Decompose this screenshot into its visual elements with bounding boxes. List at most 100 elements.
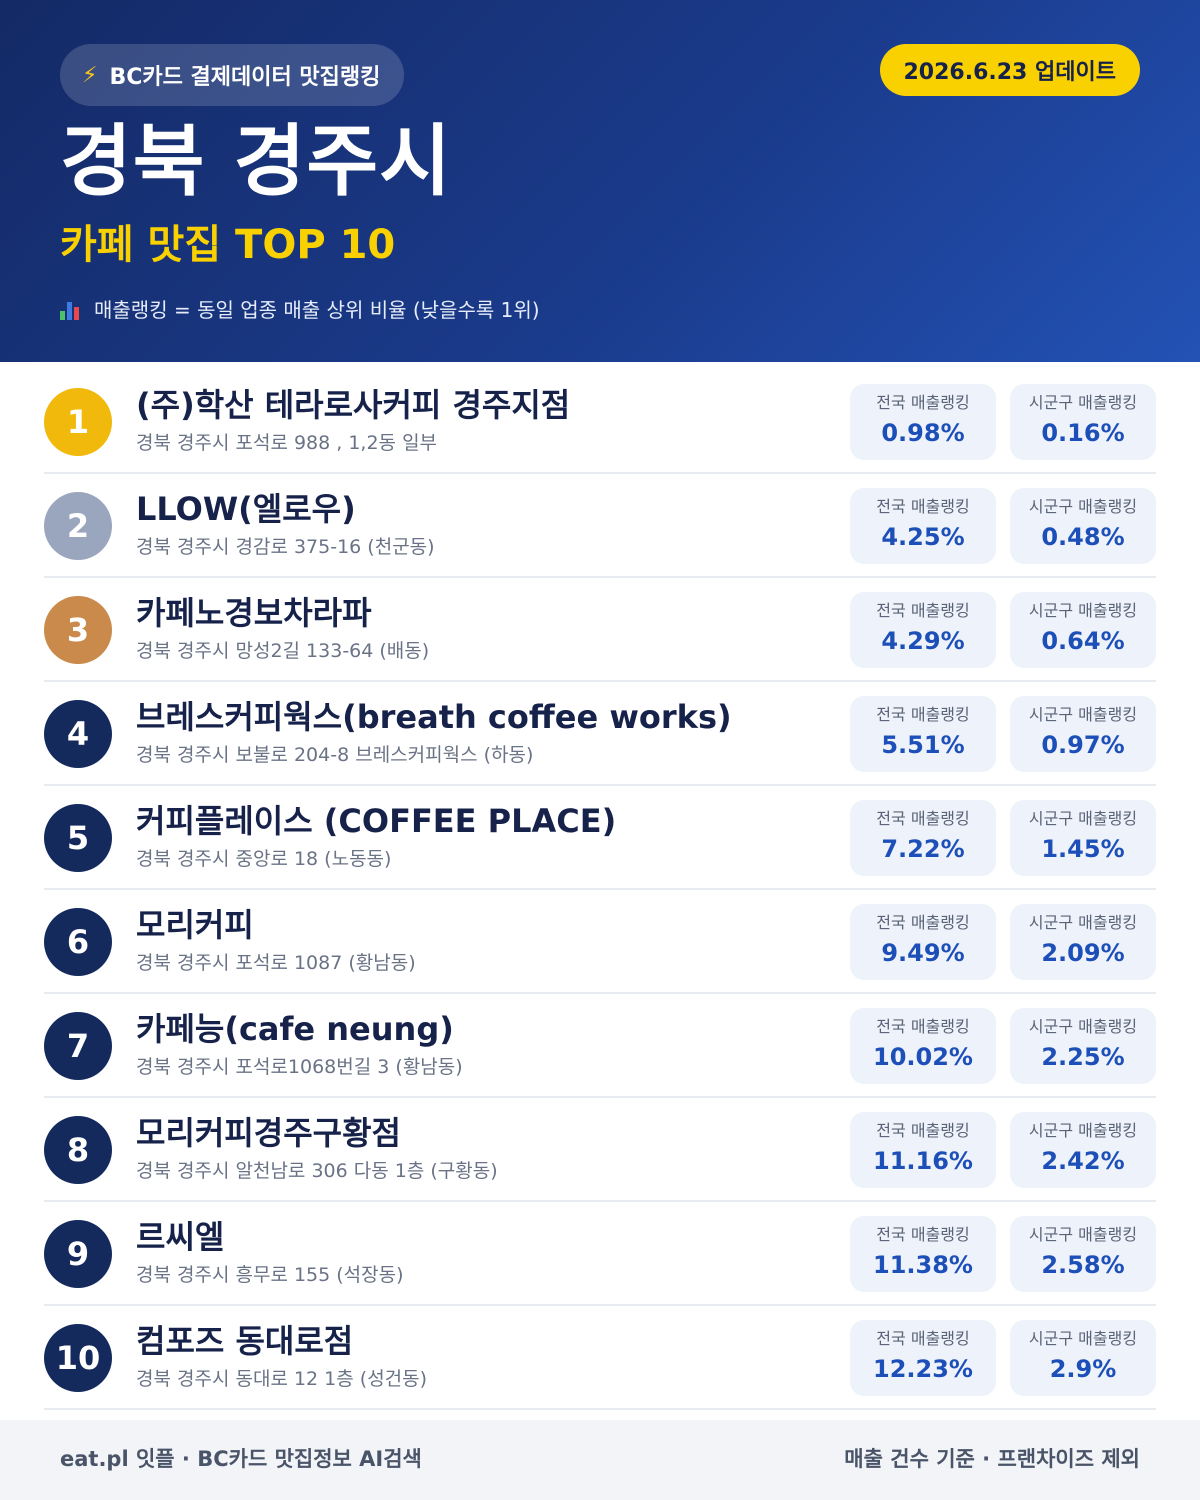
rank-badge: 1 [44,388,112,456]
restaurant-name[interactable]: 모리커피 [136,906,254,944]
restaurant-address: 경북 경주시 포석로 988 , 1,2동 일부 [136,432,438,454]
restaurant-name[interactable]: 카페노경보차라파 [136,594,372,632]
local-rank-label: 시군구 매출랭킹 [1028,393,1138,412]
national-rank-card: 전국 매출랭킹 5.51% [850,696,996,772]
national-rank-value: 11.16% [873,1147,973,1175]
local-rank-label: 시군구 매출랭킹 [1028,601,1138,620]
rank-badge: 6 [44,908,112,976]
bar-chart-icon [60,300,82,320]
local-rank-label: 시군구 매출랭킹 [1028,1225,1138,1244]
local-rank-value: 2.42% [1041,1147,1125,1175]
national-rank-label: 전국 매출랭킹 [876,1225,970,1244]
header-banner: ⚡ BC카드 결제데이터 맛집랭킹 2026.6.23 업데이트 경북 경주시 … [0,0,1200,362]
rank-badge: 7 [44,1012,112,1080]
restaurant-address: 경북 경주시 보불로 204-8 브레스커피웍스 (하동) [136,744,534,766]
local-rank-value: 2.09% [1041,939,1125,967]
ranking-legend-text: 매출랭킹 = 동일 업종 매출 상위 비율 (낮을수록 1위) [94,298,540,322]
local-rank-label: 시군구 매출랭킹 [1028,1017,1138,1036]
footer-source-link[interactable]: eat.pl 잇플 · BC카드 맛집정보 AI검색 [60,1447,422,1471]
list-item[interactable]: 9 르씨엘 경북 경주시 흥무로 155 (석장동) 전국 매출랭킹 11.38… [44,1202,1156,1306]
restaurant-name[interactable]: 모리커피경주구황점 [136,1114,401,1152]
national-rank-value: 10.02% [873,1043,973,1071]
national-rank-label: 전국 매출랭킹 [876,497,970,516]
restaurant-name[interactable]: 컴포즈 동대로점 [136,1322,354,1360]
update-date-badge: 2026.6.23 업데이트 [879,44,1140,96]
local-rank-label: 시군구 매출랭킹 [1028,1121,1138,1140]
source-badge: ⚡ BC카드 결제데이터 맛집랭킹 [60,44,405,106]
list-item[interactable]: 3 카페노경보차라파 경북 경주시 망성2길 133-64 (배동) 전국 매출… [44,578,1156,682]
rank-badge: 8 [44,1116,112,1184]
local-rank-card: 시군구 매출랭킹 1.45% [1010,800,1156,876]
restaurant-address: 경북 경주시 포석로 1087 (황남동) [136,952,416,974]
local-rank-card: 시군구 매출랭킹 0.48% [1010,488,1156,564]
national-rank-card: 전국 매출랭킹 4.25% [850,488,996,564]
restaurant-address: 경북 경주시 알천남로 306 다동 1층 (구황동) [136,1160,498,1182]
national-rank-card: 전국 매출랭킹 12.23% [850,1320,996,1396]
national-rank-value: 0.98% [881,419,965,447]
list-item[interactable]: 8 모리커피경주구황점 경북 경주시 알천남로 306 다동 1층 (구황동) … [44,1098,1156,1202]
restaurant-name[interactable]: 커피플레이스 (COFFEE PLACE) [136,802,617,840]
lightning-bolt-icon: ⚡ [82,62,98,88]
list-item[interactable]: 4 브레스커피웍스(breath coffee works) 경북 경주시 보불… [44,682,1156,786]
local-rank-value: 2.58% [1041,1251,1125,1279]
list-item[interactable]: 7 카페능(cafe neung) 경북 경주시 포석로1068번길 3 (황남… [44,994,1156,1098]
restaurant-name[interactable]: 르씨엘 [136,1218,225,1256]
restaurant-name[interactable]: 브레스커피웍스(breath coffee works) [136,698,732,736]
rank-badge: 3 [44,596,112,664]
restaurant-name[interactable]: LLOW(엘로우) [136,490,356,528]
local-rank-value: 0.97% [1041,731,1125,759]
national-rank-card: 전국 매출랭킹 4.29% [850,592,996,668]
national-rank-value: 12.23% [873,1355,973,1383]
local-rank-card: 시군구 매출랭킹 0.16% [1010,384,1156,460]
rank-badge: 9 [44,1220,112,1288]
national-rank-label: 전국 매출랭킹 [876,1329,970,1348]
restaurant-name[interactable]: (주)학산 테라로사커피 경주지점 [136,386,571,424]
rank-badge: 5 [44,804,112,872]
list-item[interactable]: 1 (주)학산 테라로사커피 경주지점 경북 경주시 포석로 988 , 1,2… [44,370,1156,474]
rank-badge: 2 [44,492,112,560]
restaurant-name[interactable]: 카페능(cafe neung) [136,1010,454,1048]
local-rank-card: 시군구 매출랭킹 0.97% [1010,696,1156,772]
national-rank-value: 4.25% [881,523,965,551]
national-rank-label: 전국 매출랭킹 [876,601,970,620]
local-rank-value: 0.64% [1041,627,1125,655]
national-rank-card: 전국 매출랭킹 11.38% [850,1216,996,1292]
national-rank-value: 5.51% [881,731,965,759]
local-rank-label: 시군구 매출랭킹 [1028,913,1138,932]
national-rank-value: 9.49% [881,939,965,967]
local-rank-value: 0.48% [1041,523,1125,551]
national-rank-card: 전국 매출랭킹 10.02% [850,1008,996,1084]
restaurant-address: 경북 경주시 중앙로 18 (노동동) [136,848,392,870]
national-rank-label: 전국 매출랭킹 [876,705,970,724]
list-item[interactable]: 10 컴포즈 동대로점 경북 경주시 동대로 12 1층 (성건동) 전국 매출… [44,1306,1156,1410]
national-rank-card: 전국 매출랭킹 9.49% [850,904,996,980]
list-item[interactable]: 5 커피플레이스 (COFFEE PLACE) 경북 경주시 중앙로 18 (노… [44,786,1156,890]
restaurant-list: 1 (주)학산 테라로사커피 경주지점 경북 경주시 포석로 988 , 1,2… [44,370,1156,1410]
footer-note: 매출 건수 기준 · 프랜차이즈 제외 [844,1447,1140,1471]
page-subtitle: 카페 맛집 TOP 10 [60,222,396,268]
ranking-legend: 매출랭킹 = 동일 업종 매출 상위 비율 (낮을수록 1위) [60,294,540,326]
local-rank-label: 시군구 매출랭킹 [1028,497,1138,516]
restaurant-address: 경북 경주시 포석로1068번길 3 (황남동) [136,1056,463,1078]
list-item[interactable]: 6 모리커피 경북 경주시 포석로 1087 (황남동) 전국 매출랭킹 9.4… [44,890,1156,994]
national-rank-card: 전국 매출랭킹 11.16% [850,1112,996,1188]
list-item[interactable]: 2 LLOW(엘로우) 경북 경주시 경감로 375-16 (천군동) 전국 매… [44,474,1156,578]
national-rank-value: 4.29% [881,627,965,655]
national-rank-label: 전국 매출랭킹 [876,913,970,932]
restaurant-address: 경북 경주시 경감로 375-16 (천군동) [136,536,435,558]
page-title: 경북 경주시 [60,117,452,207]
restaurant-address: 경북 경주시 망성2길 133-64 (배동) [136,640,430,662]
local-rank-card: 시군구 매출랭킹 0.64% [1010,592,1156,668]
rank-badge: 10 [44,1324,112,1392]
national-rank-label: 전국 매출랭킹 [876,1017,970,1036]
rank-badge: 4 [44,700,112,768]
local-rank-label: 시군구 매출랭킹 [1028,809,1138,828]
local-rank-value: 0.16% [1041,419,1125,447]
local-rank-value: 2.9% [1049,1355,1117,1383]
local-rank-card: 시군구 매출랭킹 2.42% [1010,1112,1156,1188]
restaurant-address: 경북 경주시 흥무로 155 (석장동) [136,1264,404,1286]
local-rank-label: 시군구 매출랭킹 [1028,1329,1138,1348]
national-rank-label: 전국 매출랭킹 [876,809,970,828]
local-rank-card: 시군구 매출랭킹 2.09% [1010,904,1156,980]
national-rank-value: 11.38% [873,1251,973,1279]
